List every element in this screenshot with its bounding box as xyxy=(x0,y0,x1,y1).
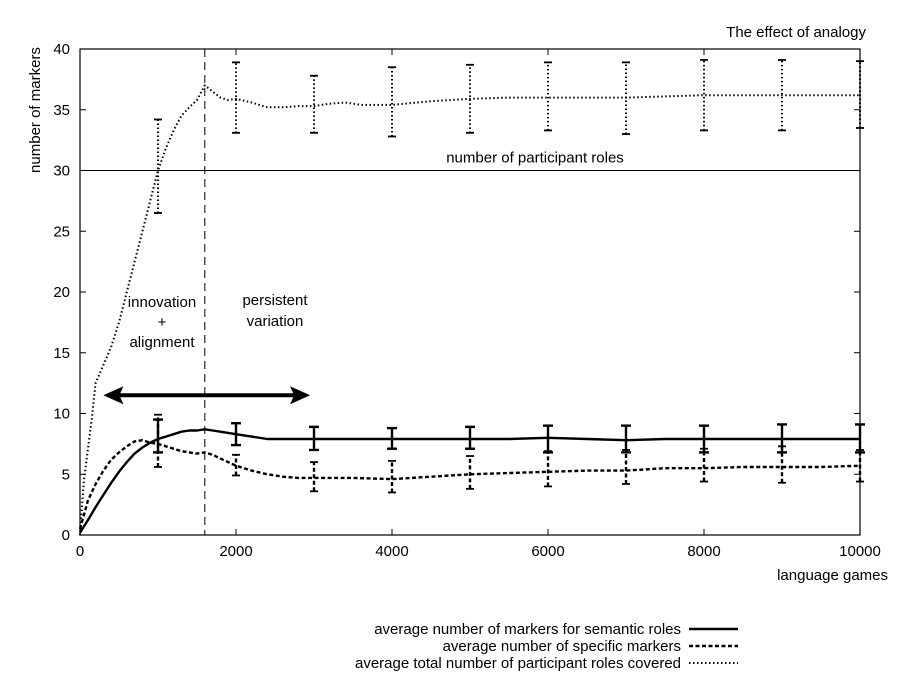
error-bar xyxy=(310,74,318,134)
x-tick-label: 8000 xyxy=(687,543,720,560)
error-bar xyxy=(231,422,241,447)
persistent-variation-annotation: persistent variation xyxy=(242,292,308,330)
arrow-head-right xyxy=(290,386,311,405)
y-tick-label: 5 xyxy=(62,466,70,483)
y-axis-label: number of markers xyxy=(27,47,44,173)
annotation-line: variation xyxy=(247,313,304,330)
error-bar xyxy=(232,61,240,134)
error-bar xyxy=(621,424,631,454)
error-bar xyxy=(856,60,864,129)
phase-arrow xyxy=(103,386,311,405)
annotation-line: + xyxy=(158,314,167,331)
error-bar xyxy=(310,461,318,493)
error-bar xyxy=(622,61,630,135)
y-tick-label: 10 xyxy=(53,406,70,423)
error-bar xyxy=(466,455,474,490)
legend-label-participant-roles: average total number of participant role… xyxy=(355,655,681,672)
y-tick-label: 15 xyxy=(53,345,70,362)
chart-title: The effect of analogy xyxy=(726,24,866,41)
error-bar xyxy=(700,59,708,132)
annotation-line: innovation xyxy=(128,294,196,311)
y-tick-label: 40 xyxy=(53,41,70,58)
y-tick-label: 25 xyxy=(53,223,70,240)
error-bar xyxy=(856,449,864,483)
y-tick-label: 30 xyxy=(53,163,70,180)
x-axis-label: language games xyxy=(777,567,888,584)
x-tick-label: 10000 xyxy=(839,543,881,560)
y-tick-label: 20 xyxy=(53,284,70,301)
error-bar xyxy=(465,425,475,450)
y-tick-label: 35 xyxy=(53,102,70,119)
annotation-line: persistent xyxy=(242,292,308,309)
error-bar xyxy=(232,453,240,477)
error-bar xyxy=(622,449,630,485)
x-tick-label: 4000 xyxy=(375,543,408,560)
error-bar xyxy=(154,118,162,214)
x-axis: 0 2000 4000 6000 8000 10000 xyxy=(76,49,881,560)
error-bar xyxy=(700,447,708,483)
series-layer xyxy=(78,84,861,536)
x-tick-label: 0 xyxy=(76,543,84,560)
error-bar xyxy=(309,425,319,452)
error-bar xyxy=(778,59,786,132)
legend: average number of markers for semantic r… xyxy=(355,621,738,672)
legend-label-specific-markers: average number of specific markers xyxy=(443,638,681,655)
x-tick-label: 2000 xyxy=(219,543,252,560)
error-bar xyxy=(544,61,552,132)
participant-roles-label: number of participant roles xyxy=(446,150,624,167)
x-tick-label: 6000 xyxy=(531,543,564,560)
innovation-annotation: innovation + alignment xyxy=(128,294,196,351)
error-bar xyxy=(388,66,396,138)
series-line-solid xyxy=(78,428,860,534)
legend-label-semantic-roles: average number of markers for semantic r… xyxy=(374,621,681,638)
error-bars-layer xyxy=(153,59,865,494)
error-bar xyxy=(387,426,397,450)
y-tick-label: 0 xyxy=(62,527,70,544)
error-bar xyxy=(778,445,786,484)
series-line-dashed xyxy=(78,439,861,530)
error-bar xyxy=(466,63,474,134)
series-line-dotted xyxy=(79,84,860,536)
error-bar xyxy=(544,450,552,488)
y-axis: 0 5 10 15 20 25 30 35 40 xyxy=(53,41,860,544)
annotation-line: alignment xyxy=(129,334,195,351)
arrow-head-left xyxy=(103,386,124,405)
error-bar xyxy=(388,459,396,494)
error-bar xyxy=(154,413,162,468)
